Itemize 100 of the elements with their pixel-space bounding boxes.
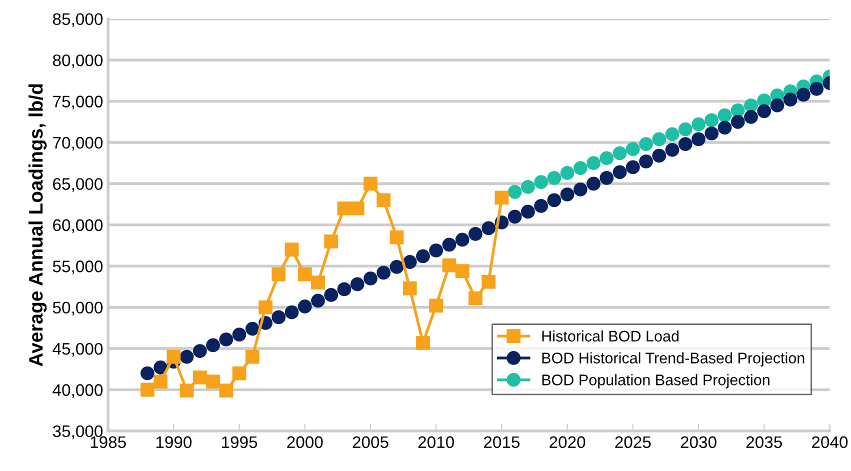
point <box>324 288 338 302</box>
point <box>718 120 732 135</box>
point <box>600 170 614 185</box>
point <box>521 180 535 194</box>
y-axis-title: Average Annual Loadings, lb/d <box>28 84 47 366</box>
point <box>692 132 706 146</box>
point <box>547 170 562 185</box>
legend-label: BOD Population Based Projection <box>542 374 770 388</box>
x-tick-label: 2025 <box>615 436 651 448</box>
y-tick-label: 40,000 <box>52 384 103 398</box>
x-tick-label: 2035 <box>746 436 782 448</box>
point <box>560 187 574 202</box>
point <box>796 88 810 102</box>
y-tick-label: 75,000 <box>53 96 103 110</box>
point <box>390 260 404 274</box>
point <box>455 264 470 278</box>
point <box>245 322 260 336</box>
point <box>298 267 312 282</box>
point <box>364 176 378 191</box>
point <box>206 338 220 352</box>
x-tick-label: 2015 <box>484 436 520 448</box>
point <box>468 291 482 306</box>
point <box>140 382 154 397</box>
point <box>154 374 168 388</box>
point <box>166 350 181 364</box>
point <box>311 276 325 290</box>
y-tick-label: 60,000 <box>53 219 103 234</box>
point <box>416 336 430 350</box>
x-tick-label: 2000 <box>287 436 323 448</box>
point <box>206 374 220 388</box>
y-tick-label: 50,000 <box>52 302 103 316</box>
point <box>678 137 692 152</box>
point <box>704 126 719 140</box>
point <box>390 230 404 244</box>
point <box>455 232 470 247</box>
y-tick-label: 65,000 <box>53 178 103 192</box>
point <box>219 384 234 398</box>
point <box>442 258 456 272</box>
point <box>376 266 391 280</box>
point <box>429 298 444 313</box>
x-tick-label: 2030 <box>680 436 716 448</box>
point <box>180 384 194 398</box>
point <box>311 294 325 308</box>
point <box>521 204 535 219</box>
point <box>692 117 706 132</box>
x-tick-label: 2010 <box>418 436 454 448</box>
point <box>482 221 496 236</box>
y-tick-label: 55,000 <box>52 260 103 274</box>
x-tick-label: 2020 <box>550 436 586 448</box>
point <box>718 108 732 122</box>
point <box>547 193 562 208</box>
point <box>770 98 784 112</box>
point <box>730 114 745 129</box>
point <box>810 82 824 96</box>
point <box>665 142 680 157</box>
point <box>665 127 680 142</box>
point <box>639 154 653 168</box>
point <box>783 92 798 107</box>
point <box>350 277 364 292</box>
point <box>534 199 548 213</box>
point <box>612 165 627 180</box>
point <box>573 182 588 196</box>
point <box>140 366 154 380</box>
point <box>652 148 666 163</box>
point <box>337 201 352 216</box>
point <box>639 137 653 152</box>
point <box>232 366 246 380</box>
point <box>586 156 600 170</box>
point <box>192 344 207 358</box>
point <box>626 160 640 174</box>
point <box>429 244 444 258</box>
x-tick-label: 2005 <box>352 436 388 448</box>
point <box>652 132 666 146</box>
point <box>180 350 194 364</box>
point <box>364 272 378 286</box>
point <box>154 360 168 374</box>
point <box>494 190 509 205</box>
point <box>192 370 207 384</box>
point <box>284 242 299 257</box>
y-tick-label: 80,000 <box>52 54 103 68</box>
point <box>508 210 522 224</box>
point <box>272 310 286 324</box>
point <box>272 267 286 282</box>
point <box>757 104 772 118</box>
x-tick-label: 1995 <box>222 436 258 448</box>
point <box>704 113 719 128</box>
point <box>284 305 299 320</box>
point <box>402 255 417 269</box>
point <box>232 328 246 342</box>
point <box>402 281 417 296</box>
point <box>482 274 496 289</box>
point <box>678 122 692 136</box>
point <box>350 201 364 216</box>
point <box>744 98 758 112</box>
point <box>219 332 234 346</box>
y-tick-label: 70,000 <box>53 136 103 151</box>
legend-label: BOD Historical Trend-Based Projection <box>542 352 804 366</box>
point <box>442 238 456 252</box>
point <box>626 142 640 156</box>
point <box>324 234 338 248</box>
